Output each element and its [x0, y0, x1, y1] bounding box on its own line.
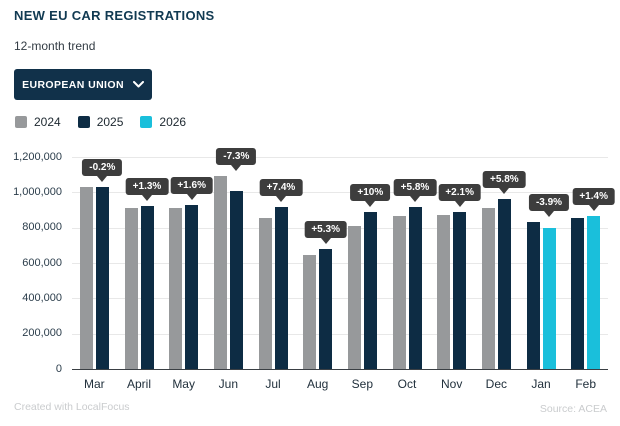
tooltip-pointer [544, 211, 554, 218]
bar-2024-jul[interactable] [258, 218, 272, 369]
bar-2025-nov[interactable] [453, 212, 467, 369]
bar-2024-aug[interactable] [303, 255, 317, 369]
bar-2025-aug[interactable] [319, 249, 333, 369]
bar-2025-may[interactable] [185, 205, 199, 369]
legend-swatch-2024 [15, 116, 27, 128]
bar-2026-feb[interactable] [587, 216, 601, 369]
x-axis-label-dec: Dec [485, 377, 507, 391]
x-axis-label-jun: Jun [218, 377, 238, 391]
y-axis-label: 1,000,000 [13, 185, 62, 198]
gridline [72, 333, 608, 335]
change-tooltip: +1.6% [170, 177, 213, 195]
tooltip-pointer [186, 194, 197, 201]
y-axis-label: 800,000 [22, 221, 62, 234]
gridline [72, 263, 608, 264]
bar-2026-jan[interactable] [542, 227, 556, 369]
legend-item-2026: 2026 [140, 115, 186, 129]
y-axis-label: 200,000 [22, 327, 62, 340]
bar-2025-dec[interactable] [497, 198, 511, 369]
y-axis-label: 400,000 [22, 291, 62, 304]
x-axis-label-may: May [172, 377, 195, 391]
x-axis-label-aug: Aug [306, 377, 329, 391]
tooltip-pointer [454, 201, 465, 208]
bar-2025-april[interactable] [140, 205, 154, 369]
legend-item-2025: 2025 [77, 115, 124, 129]
change-tooltip: +1.4% [572, 188, 615, 205]
change-tooltip: +5.8% [483, 170, 526, 188]
legend-label: 2025 [96, 115, 124, 129]
change-tooltip: +7.4% [259, 179, 303, 197]
tooltip-pointer [231, 165, 242, 172]
change-tooltip: -7.3% [216, 148, 257, 166]
gridline [72, 192, 608, 194]
change-tooltip: +10% [350, 183, 391, 201]
legend-label: 2026 [159, 115, 187, 129]
bar-2024-jun[interactable] [213, 176, 227, 369]
bar-2024-mar[interactable] [79, 186, 93, 369]
y-axis-label: 600,000 [22, 256, 62, 269]
tooltip-pointer [499, 187, 510, 194]
x-axis-label-sep: Sep [351, 377, 373, 391]
tooltip-pointer [320, 238, 331, 245]
bar-2024-dec[interactable] [481, 208, 495, 369]
legend-label: 2024 [34, 115, 61, 129]
bar-2025-feb[interactable] [571, 218, 585, 369]
legend-item-2024: 2024 [15, 115, 61, 129]
bar-2024-april[interactable] [124, 207, 138, 369]
bar-2024-may[interactable] [169, 207, 183, 369]
change-tooltip: +2.1% [438, 184, 481, 202]
x-axis-line [72, 368, 608, 370]
legend-swatch-2025 [77, 116, 90, 128]
legend: 2024 2025 2026 [15, 115, 186, 129]
gridline [72, 298, 608, 300]
bar-2024-sep[interactable] [347, 226, 361, 369]
y-axis-label: 0 [55, 362, 62, 375]
change-tooltip: +1.3% [125, 177, 169, 195]
chevron-down-icon [132, 81, 144, 88]
x-axis-label-april: April [126, 377, 151, 391]
legend-swatch-2026 [140, 116, 153, 128]
tooltip-pointer [365, 200, 376, 207]
tooltip-pointer [97, 175, 108, 182]
tooltip-pointer [276, 196, 286, 203]
bar-2025-jan[interactable] [526, 222, 540, 369]
page-title: NEW EU CAR REGISTRATIONS [14, 8, 215, 23]
gridline [72, 157, 608, 158]
bar-2025-sep[interactable] [363, 211, 377, 369]
change-tooltip: -3.9% [528, 194, 570, 212]
tooltip-pointer [588, 205, 599, 211]
bar-2025-oct[interactable] [408, 206, 422, 369]
region-dropdown-label: EUROPEAN UNION [22, 78, 124, 91]
bar-2024-oct[interactable] [392, 216, 406, 369]
y-axis-label: 1,200,000 [13, 150, 62, 163]
bar-2025-jul[interactable] [274, 207, 288, 369]
change-tooltip: +5.8% [393, 178, 437, 196]
x-axis-label-jul: Jul [265, 377, 281, 391]
x-axis-label-oct: Oct [397, 377, 417, 391]
change-tooltip: +5.3% [304, 221, 347, 239]
chart-subtitle: 12-month trend [14, 39, 96, 53]
source-text: Source: ACEA [539, 403, 607, 415]
attribution-text: Created with LocalFocus [14, 401, 130, 413]
region-dropdown[interactable]: EUROPEAN UNION [14, 69, 152, 100]
x-axis-label-nov: Nov [440, 377, 463, 391]
change-tooltip: -0.2% [82, 158, 123, 176]
bar-2025-mar[interactable] [95, 187, 109, 369]
bar-2024-nov[interactable] [437, 215, 451, 369]
bar-2025-jun[interactable] [229, 190, 243, 369]
x-axis-label-mar: Mar [83, 377, 105, 391]
x-axis-label-feb: Feb [575, 377, 596, 391]
tooltip-pointer [142, 194, 152, 201]
x-axis-label-jan: Jan [531, 377, 551, 391]
tooltip-pointer [410, 195, 420, 202]
